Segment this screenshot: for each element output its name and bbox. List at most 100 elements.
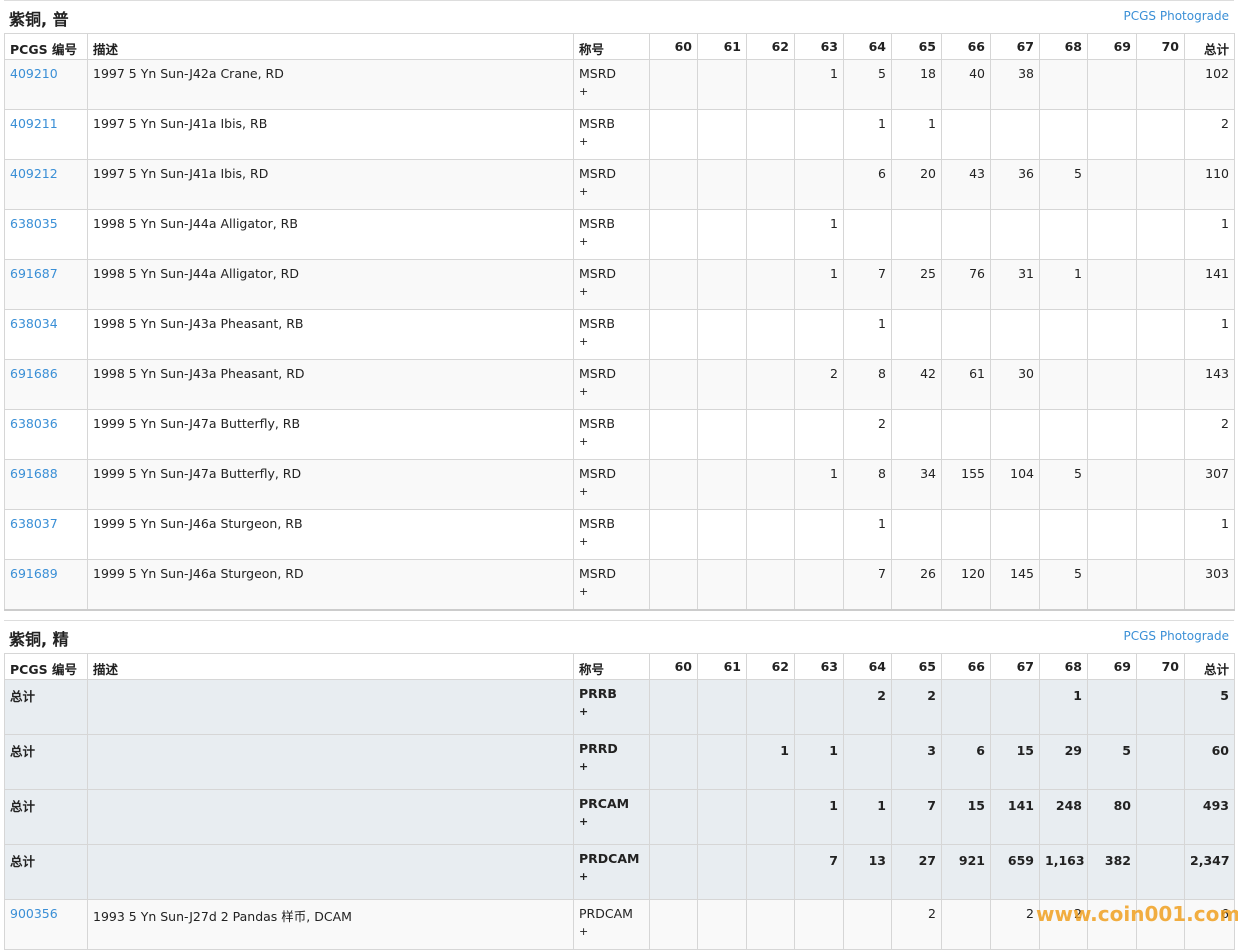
pcgs-code-link[interactable]: 638037 [10, 516, 58, 531]
pcgs-code-link[interactable]: 638035 [10, 216, 58, 231]
grade-count-cell [1039, 209, 1088, 260]
grade-count-cell [941, 109, 991, 160]
grade-count-cell [1087, 209, 1137, 260]
grade-count-cell [697, 209, 747, 260]
description: 1993 5 Yn Sun-J27d 2 Pandas 样币, DCAM [93, 909, 352, 924]
grade-count-cell [746, 309, 795, 360]
plus-mark: + [579, 815, 589, 828]
column-header: PCGS 编号 [4, 33, 88, 60]
grade-cell: PRRB + [573, 679, 650, 735]
section-title: 紫铜, 普 [9, 10, 69, 29]
grade-count-cell: 1 [794, 259, 844, 310]
grade-count-cell: 15 [990, 734, 1040, 790]
photograde-link[interactable]: PCGS Photograde [1123, 629, 1229, 643]
grade-count-cell: 3 [891, 734, 942, 790]
grade-count: 3 [927, 743, 936, 758]
grade-count: 104 [1010, 466, 1034, 481]
grade-count-cell: 1 [794, 459, 844, 510]
grade-count-cell [941, 679, 991, 735]
pcgs-code-link[interactable]: 409210 [10, 66, 58, 81]
description: 1998 5 Yn Sun-J43a Pheasant, RB [93, 316, 304, 331]
code-cell: 691686 [4, 359, 88, 410]
code-cell: 409211 [4, 109, 88, 160]
photograde-link[interactable]: PCGS Photograde [1123, 9, 1229, 23]
plus-mark: + [579, 535, 589, 548]
row-total: 6 [1221, 906, 1229, 921]
grade-cell: PRDCAM + [573, 899, 650, 950]
pcgs-code-link[interactable]: 409212 [10, 166, 58, 181]
grade-count: 34 [920, 466, 936, 481]
plus-mark: + [579, 760, 589, 773]
code-cell: 691688 [4, 459, 88, 510]
grade-cell: MSRD + [573, 359, 650, 410]
grade-count: 2 [877, 688, 886, 703]
column-header: 65 [891, 33, 942, 60]
grade-count-cell: 1 [843, 789, 892, 845]
grade-count-cell [697, 844, 747, 900]
pcgs-code-link[interactable]: 638034 [10, 316, 58, 331]
grade-count: 61 [969, 366, 985, 381]
grade-count-cell: 382 [1087, 844, 1137, 900]
grade-count: 8 [878, 466, 886, 481]
grade-count-cell [746, 59, 795, 110]
grade-count: 13 [868, 853, 886, 868]
grade-count-cell: 61 [941, 359, 991, 410]
row-total: 2 [1221, 416, 1229, 431]
column-header: 63 [794, 653, 844, 680]
pcgs-code-link[interactable]: 691686 [10, 366, 58, 381]
grade-count-cell [1136, 409, 1185, 460]
grade-count-cell [843, 734, 892, 790]
grade-count-cell: 30 [990, 359, 1040, 410]
grade-count-cell: 7 [843, 259, 892, 310]
grade-count-cell: 76 [941, 259, 991, 310]
grade-count: 1 [1073, 688, 1082, 703]
grade-count-cell [1136, 309, 1185, 360]
desc-cell [87, 789, 574, 845]
grade-count-cell [746, 209, 795, 260]
column-header: 61 [697, 653, 747, 680]
row-total: 1 [1221, 516, 1229, 531]
grade-count-cell: 145 [990, 559, 1040, 611]
row-total: 493 [1202, 798, 1229, 813]
grade-count-cell: 5 [1087, 734, 1137, 790]
pcgs-code-link[interactable]: 900356 [10, 906, 58, 921]
designation: MSRD [579, 266, 617, 281]
pcgs-code-link[interactable]: 691689 [10, 566, 58, 581]
plus-mark: + [579, 925, 589, 938]
column-header: 65 [891, 653, 942, 680]
row-total: 1 [1221, 316, 1229, 331]
grade-count: 7 [927, 798, 936, 813]
grade-count-cell: 5 [843, 59, 892, 110]
code-cell: 总计 [4, 844, 88, 900]
grade-count-cell [843, 899, 892, 950]
pcgs-code-link[interactable]: 691688 [10, 466, 58, 481]
column-header: 60 [649, 33, 698, 60]
code-cell: 总计 [4, 734, 88, 790]
population-table: PCGS 编号 描述 称号 60 61 62 63 64 65 66 67 68 69 70 总计 总计 PRR… [4, 653, 1235, 950]
grade-count-cell: 1 [843, 309, 892, 360]
plus-mark: + [579, 235, 589, 248]
grade-count: 145 [1010, 566, 1034, 581]
grade-count: 1 [829, 743, 838, 758]
grade-cell: MSRB + [573, 309, 650, 360]
grade-count-cell: 43 [941, 159, 991, 210]
code-cell: 409210 [4, 59, 88, 110]
row-total: 5 [1220, 688, 1229, 703]
grade-count: 2 [878, 416, 886, 431]
total-cell: 1 [1184, 309, 1235, 360]
grade-count: 2 [927, 688, 936, 703]
grade-count: 42 [920, 366, 936, 381]
grade-count-cell [649, 309, 698, 360]
grade-count-cell [1039, 109, 1088, 160]
grade-cell: MSRB + [573, 109, 650, 160]
grade-count-cell [941, 209, 991, 260]
coin-row: 638036 1999 5 Yn Sun-J47a Butterfly, RB MS… [4, 409, 1235, 460]
grade-count: 1,163 [1045, 853, 1085, 868]
pcgs-code-link[interactable]: 638036 [10, 416, 58, 431]
pcgs-code-link[interactable]: 691687 [10, 266, 58, 281]
grade-count: 2 [928, 906, 936, 921]
pcgs-code-link[interactable]: 409211 [10, 116, 58, 131]
grade-count-cell [649, 159, 698, 210]
grade-count-cell: 18 [891, 59, 942, 110]
header-row: PCGS 编号 描述 称号 60 61 62 63 64 65 66 67 68 69 70 总计 [4, 33, 1235, 60]
